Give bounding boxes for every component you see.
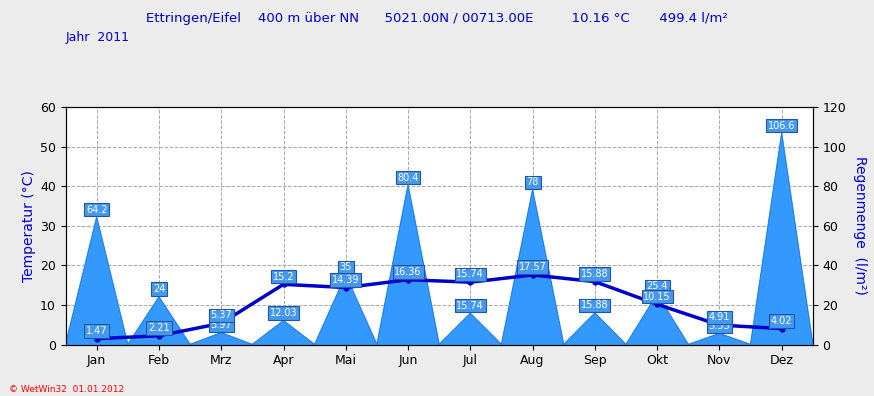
Text: 4.02: 4.02: [771, 316, 793, 326]
Text: 64.2: 64.2: [86, 205, 108, 215]
Text: 12.03: 12.03: [270, 308, 297, 318]
Text: 10.15: 10.15: [643, 291, 671, 301]
Text: 106.6: 106.6: [768, 121, 795, 131]
Text: 35: 35: [340, 263, 352, 272]
Text: 5.55: 5.55: [709, 321, 731, 331]
Y-axis label: Temperatur (°C): Temperatur (°C): [22, 170, 36, 282]
Text: 16.36: 16.36: [394, 267, 422, 277]
Polygon shape: [66, 133, 813, 345]
Text: 5.37: 5.37: [211, 310, 232, 320]
Text: 15.2: 15.2: [273, 272, 295, 282]
Text: 25.4: 25.4: [647, 282, 668, 291]
Text: 15.74: 15.74: [456, 301, 484, 310]
Text: 24: 24: [153, 284, 165, 294]
Text: 15.88: 15.88: [581, 269, 608, 279]
Text: 5.97: 5.97: [211, 320, 232, 330]
Y-axis label: Regenmenge  (l/m²): Regenmenge (l/m²): [853, 156, 867, 295]
Text: 78: 78: [526, 177, 538, 187]
Text: © WetWin32  01.01.2012: © WetWin32 01.01.2012: [9, 385, 124, 394]
Text: 17.57: 17.57: [518, 262, 546, 272]
Text: 14.39: 14.39: [332, 275, 359, 285]
Text: 1.47: 1.47: [86, 326, 108, 336]
Text: 4.91: 4.91: [709, 312, 730, 322]
Text: 15.74: 15.74: [456, 269, 484, 280]
Text: Ettringen/Eifel    400 m über NN      5021.00N / 00713.00E         10.16 °C     : Ettringen/Eifel 400 m über NN 5021.00N /…: [146, 12, 728, 25]
Text: Jahr  2011: Jahr 2011: [66, 30, 129, 44]
Text: 15.88: 15.88: [581, 300, 608, 310]
Text: 2.21: 2.21: [149, 323, 170, 333]
Text: 80.4: 80.4: [398, 173, 419, 183]
